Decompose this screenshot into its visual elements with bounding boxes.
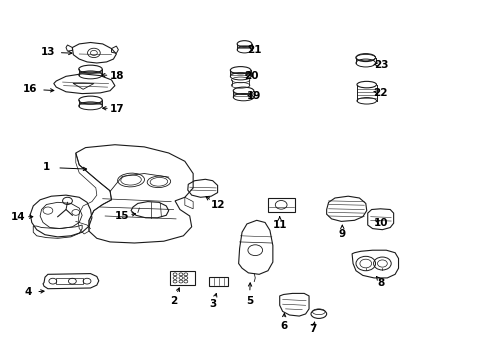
Text: 1: 1 [43,162,50,172]
Text: 15: 15 [115,211,129,221]
Bar [170,271,194,285]
Bar [267,198,294,212]
Text: 22: 22 [372,88,387,98]
Text: 18: 18 [110,71,124,81]
Text: 5: 5 [245,296,252,306]
Text: 13: 13 [41,47,55,57]
Text: 7: 7 [308,324,316,334]
Text: 16: 16 [23,84,38,94]
Text: 4: 4 [24,287,32,297]
Text: 3: 3 [209,299,216,309]
Text: 10: 10 [373,218,388,228]
Bar [56,278,83,284]
Text: 21: 21 [246,45,261,55]
Text: 11: 11 [272,220,286,230]
Bar [209,277,227,286]
Text: 20: 20 [244,71,259,81]
Text: 6: 6 [280,321,286,331]
Text: 2: 2 [170,296,177,306]
Text: 12: 12 [210,200,224,210]
Text: 8: 8 [377,278,384,288]
Text: 23: 23 [373,60,388,70]
Text: 14: 14 [11,212,26,222]
Text: 17: 17 [110,104,124,114]
Text: 9: 9 [338,229,345,239]
Text: 19: 19 [246,91,261,102]
